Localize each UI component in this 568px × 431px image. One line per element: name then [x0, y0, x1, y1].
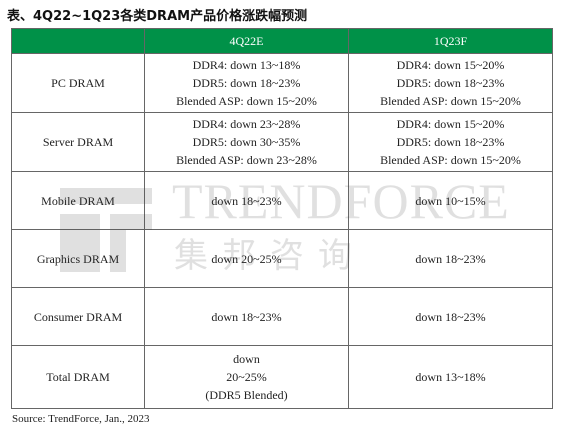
cell-line: (DDR5 Blended) [205, 388, 288, 402]
row-label-mobile-dram: Mobile DRAM [11, 171, 145, 230]
cell-1q23f: down 13~18% [348, 345, 553, 409]
cell-1q23f: DDR4: down 15~20% DDR5: down 18~23% Blen… [348, 53, 553, 113]
table-row: Server DRAM DDR4: down 23~28% DDR5: down… [11, 112, 553, 172]
row-label-pc-dram: PC DRAM [11, 53, 145, 113]
cell-line: DDR5: down 18~23% [192, 76, 301, 90]
header-blank [11, 28, 145, 54]
header-1q23f: 1Q23F [348, 28, 553, 54]
cell-line: DDR4: down 15~20% [396, 58, 505, 72]
cell-line: DDR5: down 18~23% [396, 135, 505, 149]
cell-line: Blended ASP: down 15~20% [380, 153, 521, 167]
table-row: Total DRAM down 20~25% (DDR5 Blended) do… [11, 345, 553, 409]
dram-price-table: 4Q22E 1Q23F PC DRAM DDR4: down 13~18% DD… [11, 28, 553, 409]
cell-line: DDR4: down 13~18% [192, 58, 301, 72]
cell-1q23f: DDR4: down 15~20% DDR5: down 18~23% Blen… [348, 112, 553, 172]
header-row: 4Q22E 1Q23F [11, 28, 553, 54]
table-row: Mobile DRAM down 18~23% down 10~15% [11, 171, 553, 230]
table-row: Graphics DRAM down 20~25% down 18~23% [11, 229, 553, 288]
table-title: 表、4Q22~1Q23各类DRAM产品价格涨跌幅预测 [7, 9, 308, 24]
cell-line: DDR4: down 15~20% [396, 117, 505, 131]
cell-4q22e: down 20~25% [144, 229, 349, 288]
cell-1q23f: down 18~23% [348, 229, 553, 288]
row-label-total-dram: Total DRAM [11, 345, 145, 409]
cell-4q22e: down 20~25% (DDR5 Blended) [144, 345, 349, 409]
cell-line: Blended ASP: down 15~20% [380, 94, 521, 108]
cell-line: DDR4: down 23~28% [192, 117, 301, 131]
cell-line: down [233, 352, 260, 366]
header-4q22e: 4Q22E [144, 28, 349, 54]
cell-1q23f: down 10~15% [348, 171, 553, 230]
cell-line: DDR5: down 18~23% [396, 76, 505, 90]
cell-line: DDR5: down 30~35% [192, 135, 301, 149]
cell-4q22e: down 18~23% [144, 287, 349, 346]
cell-line: Blended ASP: down 23~28% [176, 153, 317, 167]
table-row: Consumer DRAM down 18~23% down 18~23% [11, 287, 553, 346]
cell-line: 20~25% [226, 370, 267, 384]
row-label-consumer-dram: Consumer DRAM [11, 287, 145, 346]
source-note: Source: TrendForce, Jan., 2023 [12, 413, 150, 425]
cell-4q22e: down 18~23% [144, 171, 349, 230]
row-label-graphics-dram: Graphics DRAM [11, 229, 145, 288]
cell-4q22e: DDR4: down 13~18% DDR5: down 18~23% Blen… [144, 53, 349, 113]
cell-4q22e: DDR4: down 23~28% DDR5: down 30~35% Blen… [144, 112, 349, 172]
row-label-server-dram: Server DRAM [11, 112, 145, 172]
cell-1q23f: down 18~23% [348, 287, 553, 346]
cell-line: Blended ASP: down 15~20% [176, 94, 317, 108]
table-row: PC DRAM DDR4: down 13~18% DDR5: down 18~… [11, 53, 553, 113]
